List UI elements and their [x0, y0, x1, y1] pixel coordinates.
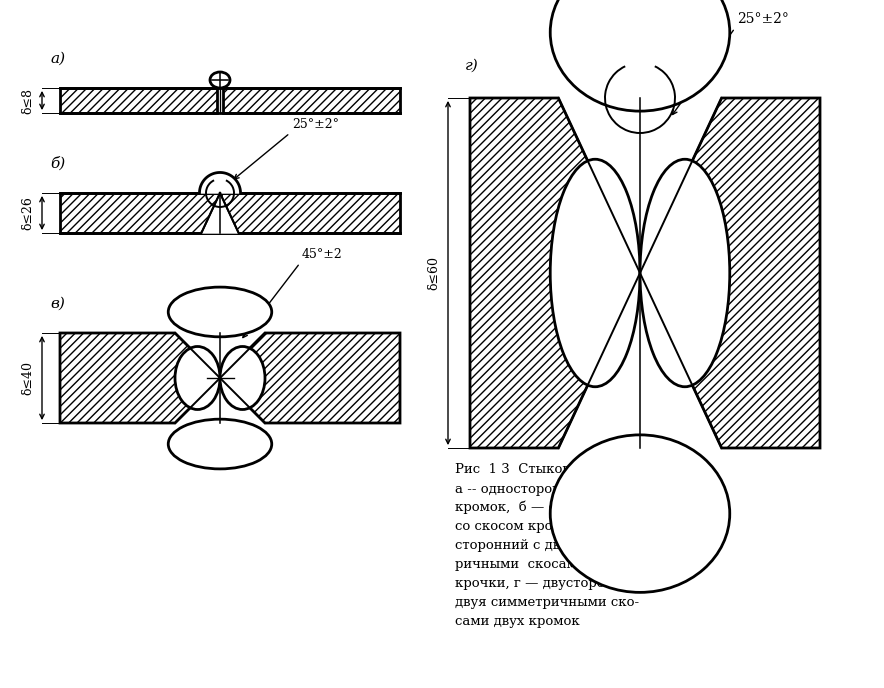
Ellipse shape — [550, 159, 640, 387]
Text: Рис  1 3  Стыковые швы.: Рис 1 3 Стыковые швы. — [455, 463, 627, 476]
Bar — [223, 88, 400, 113]
Text: крочки, г — двусторонний с: крочки, г — двусторонний с — [455, 577, 652, 590]
Text: δ≤26: δ≤26 — [21, 196, 34, 230]
Polygon shape — [202, 193, 239, 233]
Text: δ≤60: δ≤60 — [428, 256, 440, 290]
Text: б): б) — [50, 157, 65, 171]
Text: сторонний с двумя симчет-: сторонний с двумя симчет- — [455, 539, 645, 552]
Polygon shape — [470, 98, 640, 448]
Polygon shape — [200, 173, 240, 193]
Text: в): в) — [50, 297, 65, 311]
Text: δ≤40: δ≤40 — [21, 361, 34, 395]
Text: 25°±2°: 25°±2° — [737, 12, 789, 26]
Text: 45°±2: 45°±2 — [302, 248, 343, 261]
Ellipse shape — [168, 287, 271, 337]
Text: сами двух кромок: сами двух кромок — [455, 615, 580, 628]
Ellipse shape — [168, 419, 271, 469]
Text: кромок,  б — односторонний: кромок, б — односторонний — [455, 501, 655, 515]
Bar — [60, 193, 219, 233]
Ellipse shape — [550, 435, 730, 592]
Ellipse shape — [175, 347, 220, 409]
Text: г): г) — [465, 59, 479, 73]
Ellipse shape — [220, 347, 265, 409]
Polygon shape — [220, 333, 400, 423]
Text: двуя симметричными ско-: двуя симметричными ско- — [455, 596, 639, 609]
Ellipse shape — [550, 0, 730, 111]
Ellipse shape — [210, 72, 230, 88]
Bar — [221, 193, 400, 233]
Polygon shape — [60, 333, 220, 423]
Text: а -- односторонний без скоса: а -- односторонний без скоса — [455, 482, 658, 495]
Text: ричными  скосами  одной: ричными скосами одной — [455, 558, 636, 571]
Text: а): а) — [50, 52, 65, 66]
Ellipse shape — [640, 159, 730, 387]
Bar — [60, 88, 217, 113]
Text: δ≤8: δ≤8 — [21, 87, 34, 114]
Text: со скосом кромок, в — дву-: со скосом кромок, в — дву- — [455, 520, 644, 533]
Polygon shape — [640, 98, 820, 448]
Text: 25°±2°: 25°±2° — [292, 118, 339, 131]
